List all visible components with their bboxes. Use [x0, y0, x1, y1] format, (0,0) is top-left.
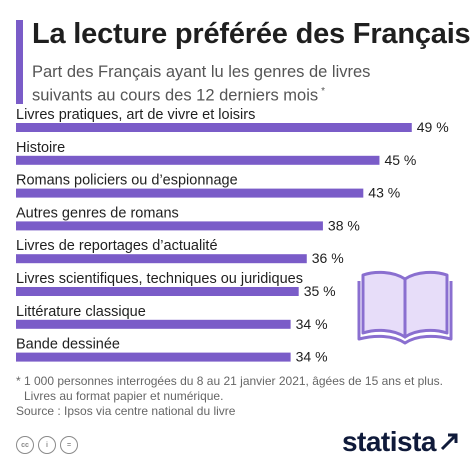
category-label: Bande dessinée [16, 337, 120, 353]
subtitle-text: Part des Français ayant lu les genres de… [32, 63, 371, 105]
no-derivatives-icon[interactable]: = [60, 436, 78, 454]
title-accent-bar [16, 20, 23, 104]
value-label: 34 % [296, 349, 328, 365]
attribution-icon[interactable]: i [38, 436, 56, 454]
statista-logo[interactable]: statista [342, 426, 460, 458]
statista-logo-text: statista [341, 426, 437, 457]
subtitle-marker: * [321, 86, 326, 97]
category-label: Littérature classique [16, 304, 146, 320]
category-label: Livres de reportages d’actualité [16, 238, 218, 254]
bar [16, 287, 299, 296]
value-label: 43 % [368, 185, 400, 201]
value-label: 49 % [417, 119, 449, 135]
category-label: Histoire [16, 140, 65, 156]
chart-subtitle: Part des Français ayant lu les genres de… [32, 63, 432, 106]
category-label: Livres pratiques, art de vivre et loisir… [16, 107, 255, 123]
value-label: 35 % [304, 283, 336, 299]
bar [16, 254, 307, 264]
chart-title: La lecture préférée des Français [32, 18, 471, 50]
value-label: 45 % [384, 152, 416, 168]
value-label: 38 % [328, 217, 360, 233]
cc-icon[interactable]: cc [16, 436, 34, 454]
bar [16, 155, 380, 165]
bar [16, 221, 323, 231]
bar [16, 123, 412, 132]
footnote: * 1 000 personnes interrogées du 8 au 21… [16, 374, 466, 419]
footnote-line-1: * 1 000 personnes interrogées du 8 au 21… [16, 374, 443, 388]
value-label: 34 % [296, 316, 328, 332]
bar [16, 352, 291, 362]
bar [16, 319, 291, 329]
bar [16, 188, 364, 198]
category-label: Romans policiers ou d’espionnage [16, 173, 238, 189]
license-icons: cc i = [16, 436, 78, 454]
footnote-line-2: Livres au format papier et numérique. [24, 389, 224, 403]
value-label: 36 % [312, 250, 344, 266]
category-label: Autres genres de romans [16, 205, 179, 221]
footnote-source: Source : Ipsos via centre national du li… [16, 404, 236, 418]
statista-logo-mark-icon [440, 433, 458, 451]
category-label: Livres scientifiques, techniques ou juri… [16, 271, 303, 287]
open-book-icon [357, 270, 453, 345]
